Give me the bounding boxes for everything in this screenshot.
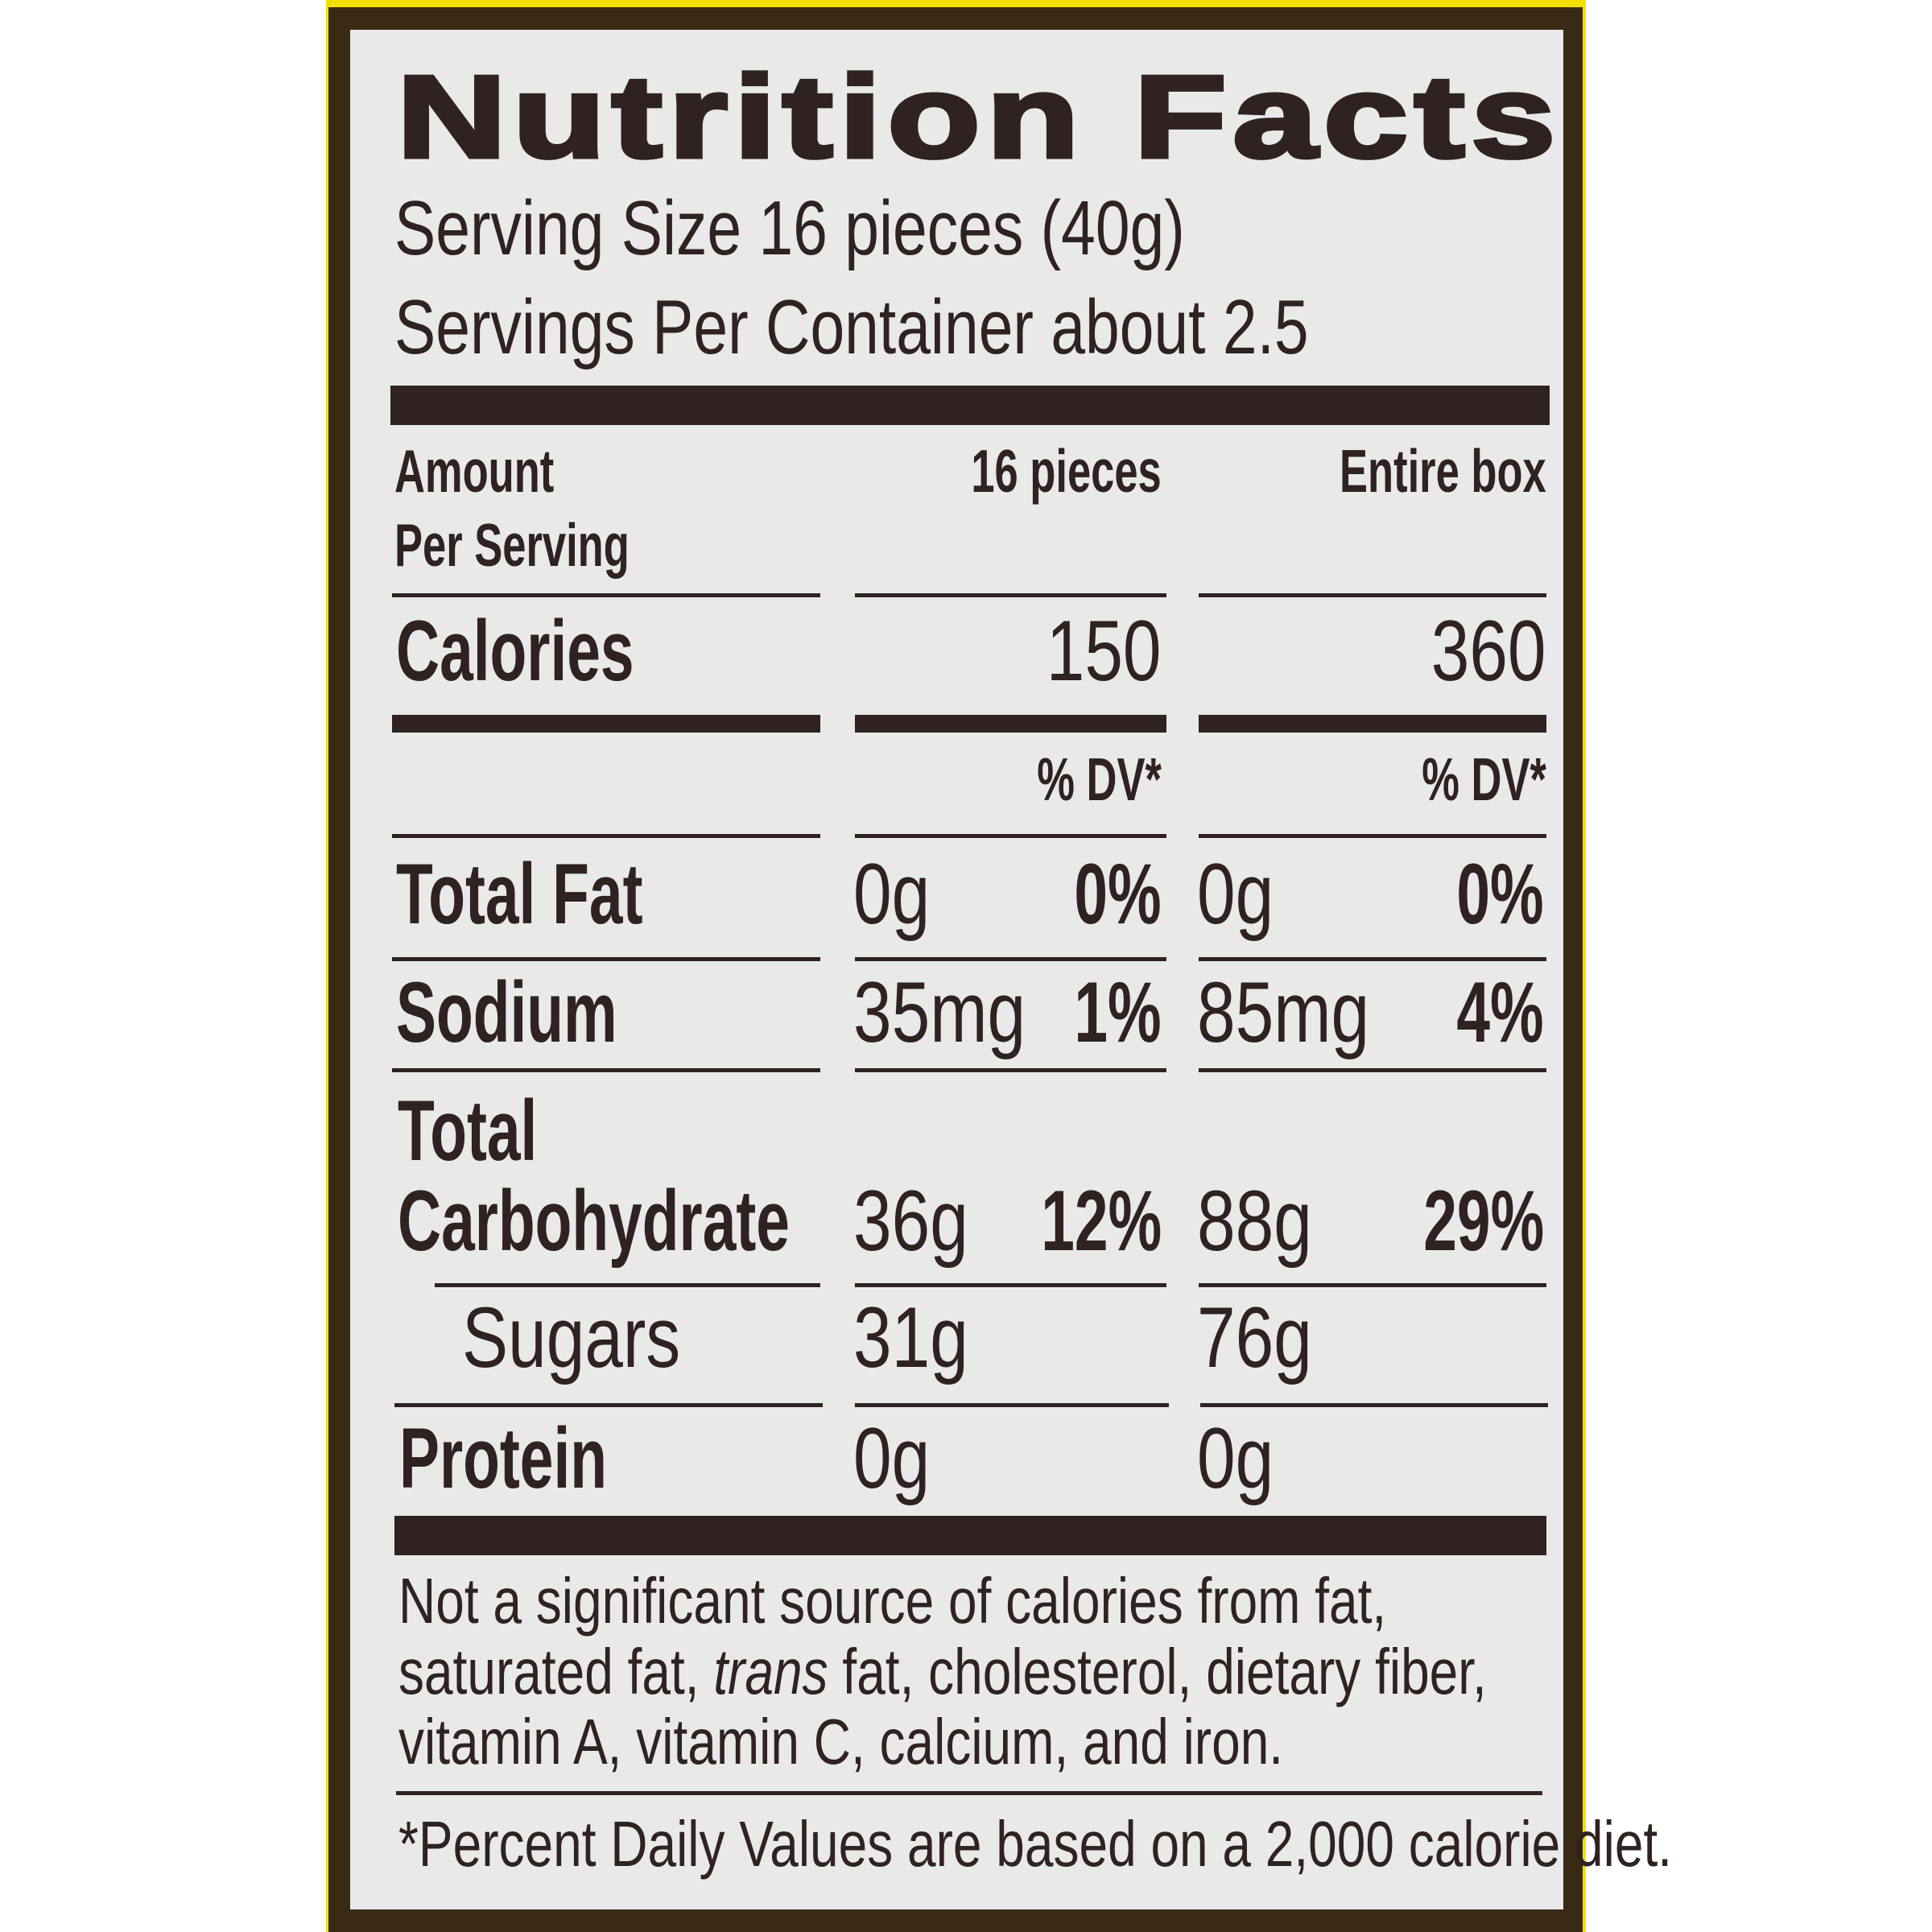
footnote-trans: trans xyxy=(713,1636,828,1707)
divider xyxy=(855,1068,1166,1072)
divider xyxy=(855,593,1166,597)
divider xyxy=(392,957,820,961)
sodium-amount-16-pieces: 35mg xyxy=(853,964,1026,1060)
amount-label: Amount xyxy=(394,437,555,505)
calories-label: Calories xyxy=(396,602,634,699)
thick-divider xyxy=(390,386,1550,425)
divider xyxy=(1199,957,1546,961)
carbohydrate-dv-16-pieces: 12% xyxy=(1041,1172,1162,1269)
footnote-text: saturated fat, xyxy=(398,1636,714,1707)
divider xyxy=(435,1283,820,1287)
nutrient-label-total: Total xyxy=(398,1082,538,1179)
divider xyxy=(1199,1068,1546,1072)
sodium-amount-entire-box: 85mg xyxy=(1197,964,1370,1060)
nutrient-label-carbohydrate: Carbohydrate xyxy=(398,1172,790,1269)
divider xyxy=(1199,834,1546,838)
calories-entire-box: 360 xyxy=(1431,602,1546,699)
divider xyxy=(1200,1403,1548,1407)
sodium-dv-16-pieces: 1% xyxy=(1074,964,1162,1060)
sugars-amount-16-pieces: 31g xyxy=(853,1289,968,1385)
divider xyxy=(855,1403,1169,1407)
nutrition-label-panel xyxy=(350,30,1563,1909)
dv-header-entire-box: % DV* xyxy=(1422,745,1546,813)
divider xyxy=(394,1403,823,1407)
medium-divider xyxy=(392,715,820,733)
footnote-line-2: saturated fat, trans fat, cholesterol, d… xyxy=(398,1640,1487,1704)
title: Nutrition Facts xyxy=(394,52,1563,182)
divider xyxy=(392,1068,820,1072)
dv-header-16-pieces: % DV* xyxy=(1037,745,1162,813)
medium-divider xyxy=(855,715,1166,733)
servings-per-container: Servings Per Container about 2.5 xyxy=(394,284,1309,370)
sugars-amount-entire-box: 76g xyxy=(1197,1289,1312,1385)
divider xyxy=(1199,593,1546,597)
column-header-entire-box: Entire box xyxy=(1340,437,1546,505)
nutrient-label-total-fat: Total Fat xyxy=(396,845,643,942)
footnote-line-1: Not a significant source of calories fro… xyxy=(398,1565,1387,1637)
carbohydrate-dv-entire-box: 29% xyxy=(1423,1172,1544,1269)
divider xyxy=(392,834,820,838)
serving-size: Serving Size 16 pieces (40g) xyxy=(394,185,1185,271)
thick-divider xyxy=(394,1516,1546,1555)
divider xyxy=(1199,1283,1546,1287)
carbohydrate-amount-16-pieces: 36g xyxy=(853,1172,968,1269)
footnote-text: fat, cholesterol, dietary fiber, xyxy=(828,1636,1487,1707)
divider xyxy=(855,834,1166,838)
total-fat-amount-entire-box: 0g xyxy=(1197,845,1274,942)
divider xyxy=(855,1283,1166,1287)
per-serving-label: Per Serving xyxy=(394,511,630,579)
nutrient-label-sodium: Sodium xyxy=(396,964,617,1060)
nutrient-label-sugars: Sugars xyxy=(462,1289,681,1385)
medium-divider xyxy=(1199,715,1546,733)
total-fat-dv-entire-box: 0% xyxy=(1456,845,1544,942)
footnote-line-3: vitamin A, vitamin C, calcium, and iron. xyxy=(398,1706,1284,1777)
total-fat-dv-16-pieces: 0% xyxy=(1074,845,1162,942)
calories-16-pieces: 150 xyxy=(1046,602,1162,699)
carbohydrate-amount-entire-box: 88g xyxy=(1197,1172,1312,1269)
total-fat-amount-16-pieces: 0g xyxy=(853,845,931,942)
divider xyxy=(855,957,1166,961)
nutrient-label-protein: Protein xyxy=(399,1410,608,1506)
sodium-dv-entire-box: 4% xyxy=(1456,964,1544,1060)
protein-amount-entire-box: 0g xyxy=(1197,1410,1274,1506)
column-header-16-pieces: 16 pieces xyxy=(971,437,1162,505)
protein-amount-16-pieces: 0g xyxy=(853,1410,931,1506)
daily-value-note: *Percent Daily Values are based on a 2,0… xyxy=(398,1808,1672,1880)
divider xyxy=(396,1791,1542,1795)
divider xyxy=(392,593,820,597)
